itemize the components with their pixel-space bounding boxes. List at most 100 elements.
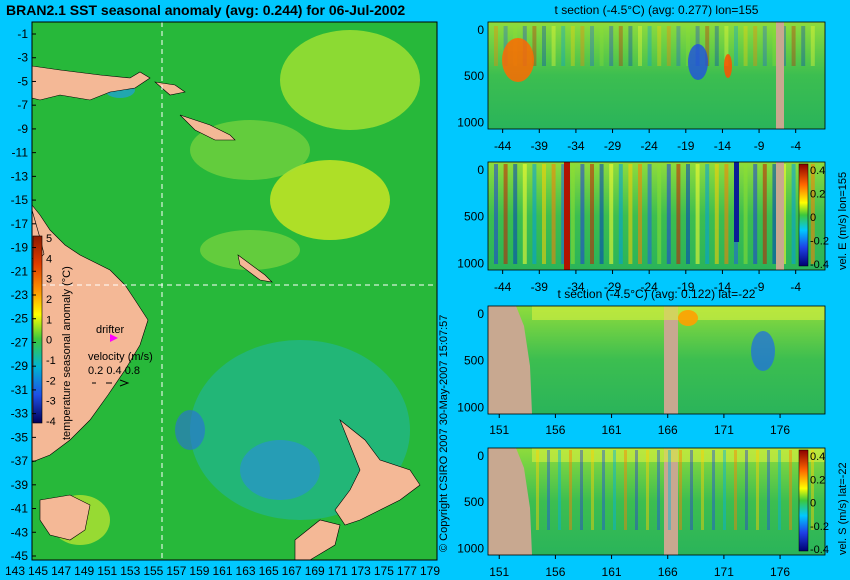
- australia-land: [31, 204, 149, 463]
- section-title: t section (-4.5°C) (avg: 0.122) lat=-22: [558, 287, 756, 301]
- section-streak: [522, 164, 527, 264]
- section-streak: [756, 450, 759, 530]
- section-streak: [599, 26, 604, 66]
- colorbar-tick-label: -3: [46, 396, 56, 408]
- sst-map: [31, 21, 438, 561]
- colorbar-tick-label: -1: [46, 355, 56, 367]
- section-streak: [666, 164, 671, 264]
- lat-tick-label: -17: [11, 217, 29, 231]
- velocity-colorbar-tick: 0.2: [810, 474, 825, 486]
- colorbar-tick-label: 5: [46, 233, 52, 245]
- lon-tick-label: 179: [420, 564, 440, 578]
- lat-tick-label: -7: [17, 98, 28, 112]
- velocity-colorbar-bar: [798, 163, 809, 267]
- section-streak: [676, 26, 681, 66]
- velocity-side-label: vel. S (m/s) lat=-22: [837, 462, 849, 555]
- section-streak: [767, 450, 770, 530]
- warm-anomaly-patch: [280, 30, 420, 130]
- depth-tick-label: 1000: [457, 256, 484, 270]
- section-x-tick-label: -34: [567, 280, 585, 294]
- section-streak: [536, 450, 539, 530]
- depth-tick-label: 0: [477, 307, 484, 321]
- velocity-colorbar-tick: 0: [810, 212, 816, 224]
- section-streak: [753, 26, 758, 66]
- lat-tick-label: -45: [11, 549, 29, 563]
- lat-tick-label: -19: [11, 241, 29, 255]
- lat-tick-label: -1: [17, 27, 28, 41]
- section-streak: [686, 164, 690, 264]
- velocity-colorbar: 0.4 0.2 0 -0.2 -0.4: [798, 163, 829, 271]
- section-x-tick-label: -4: [790, 280, 801, 294]
- lat-ticks: -1 -3 -5 -7 -9 -11 -13 -15 -17 -19 -21 -23 -25 -27 -29…: [11, 27, 36, 563]
- lat-tick-label: -5: [17, 74, 28, 88]
- section-panels: 0 500 1000 -44 -39 -34 -29 -24 -19 -14 -9 -4 t secti…: [457, 3, 849, 579]
- lat-tick-label: -41: [11, 502, 29, 516]
- section-streak: [503, 164, 508, 264]
- colorbar-tick-label: 4: [46, 253, 52, 265]
- panel-field: [488, 306, 825, 414]
- lon-tick-label: 171: [328, 564, 348, 578]
- section-streak: [542, 164, 546, 264]
- section-streak: [772, 164, 777, 264]
- section-streak: [532, 164, 537, 264]
- velocity-core: [734, 162, 739, 242]
- new-guinea-land: [31, 65, 151, 101]
- warm-core: [502, 38, 534, 82]
- section-streak: [551, 164, 556, 264]
- lat-tick-label: -15: [11, 193, 29, 207]
- section-streak: [599, 164, 604, 264]
- section-streak: [745, 450, 748, 530]
- section-x-tick-label: 171: [714, 565, 734, 579]
- lat-tick-label: -31: [11, 383, 29, 397]
- section-streak: [801, 26, 806, 66]
- anomaly-colorbar: [32, 235, 43, 424]
- section-streak: [618, 164, 623, 264]
- section-x-tick-label: -24: [641, 280, 659, 294]
- section-streak: [657, 450, 660, 530]
- cool-anomaly-patch: [240, 440, 320, 500]
- section-streak: [561, 26, 566, 66]
- section-streak: [647, 26, 652, 66]
- lat-tick-label: -27: [11, 335, 29, 349]
- section-x-tick-label: 176: [770, 565, 790, 579]
- section-streak: [791, 26, 796, 66]
- section-streak: [705, 164, 710, 264]
- colorbar-tick-label: 3: [46, 274, 52, 286]
- section-streak: [724, 164, 729, 264]
- lon-ticks: 143 145 147 149 151 153 155 157 159 161 163 165 167 1…: [5, 564, 440, 578]
- panel-field: [488, 448, 825, 555]
- section-x-tick-label: -14: [714, 280, 732, 294]
- section-streak: [494, 26, 498, 66]
- section-streak: [624, 450, 627, 530]
- velocity-colorbar-tick: 0.2: [810, 189, 825, 201]
- lat-tick-label: -33: [11, 407, 29, 421]
- section-streak: [647, 164, 652, 264]
- copyright-text: © Copyright CSIRO 2007 30-May-2007 15:07…: [438, 315, 450, 552]
- section-streak: [705, 26, 710, 66]
- section-streak: [613, 450, 616, 530]
- section-streak: [657, 164, 662, 264]
- section-streak: [743, 164, 748, 264]
- new-zealand-land: [334, 419, 421, 526]
- section-land: [488, 306, 532, 414]
- depth-tick-label: 500: [464, 210, 484, 224]
- colorbar-label: temperature seasonal anomaly (°C): [61, 266, 73, 440]
- drifter-label: drifter: [96, 324, 124, 336]
- section-streak: [558, 450, 561, 530]
- section-streak: [695, 164, 700, 264]
- lat-tick-label: -3: [17, 51, 28, 65]
- section-streak: [686, 26, 690, 66]
- velocity-colorbar-bar: [798, 449, 809, 552]
- section-x-tick-label: -9: [754, 280, 765, 294]
- warm-anomaly-patch: [270, 160, 390, 240]
- drifter-marker: [110, 334, 118, 342]
- section-x-tick-label: 176: [770, 423, 790, 437]
- section-streak: [714, 26, 719, 66]
- section-streak: [638, 164, 642, 264]
- section-x-tick-label: -44: [494, 280, 512, 294]
- section-streak: [542, 26, 546, 66]
- section-streak: [734, 450, 737, 530]
- lat-tick-label: -35: [11, 430, 29, 444]
- velocity-colorbar: 0.4 0.2 0 -0.2 -0.4: [798, 449, 829, 556]
